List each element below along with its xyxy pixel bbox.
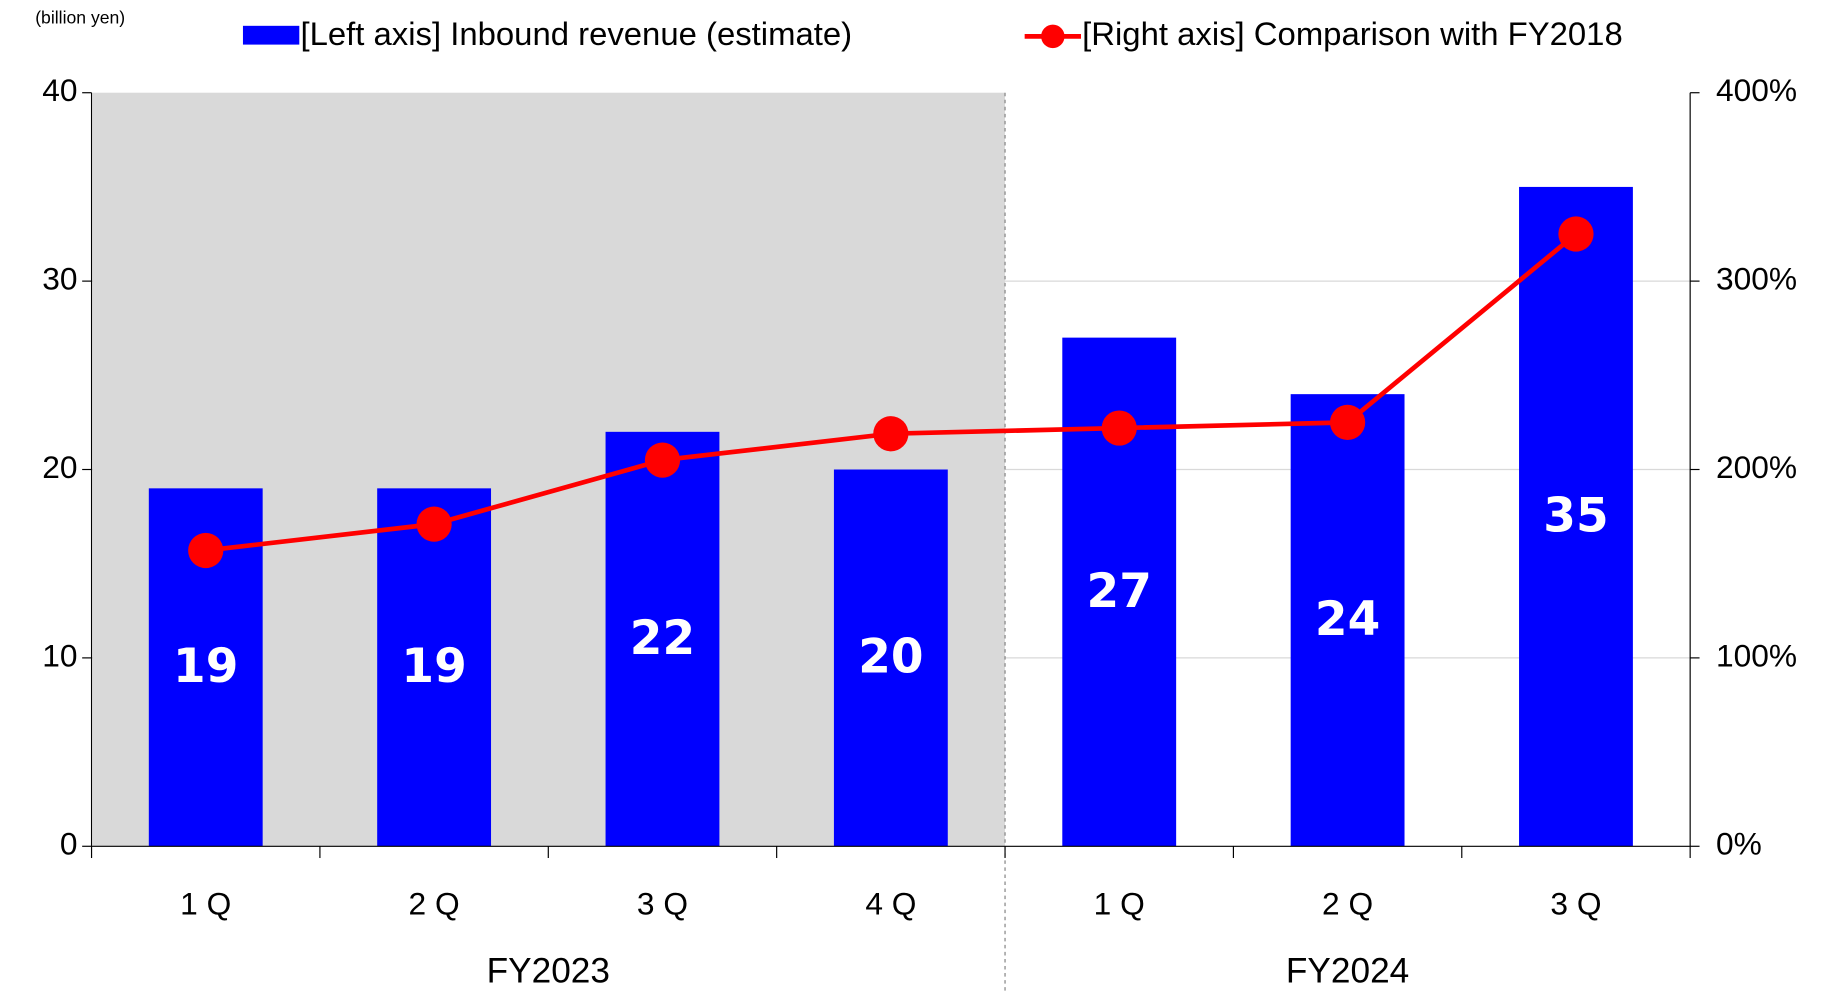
data-label: 22	[630, 611, 695, 666]
group-label: FY2024	[1286, 951, 1409, 990]
line-marker	[1329, 404, 1366, 441]
legend-label: [Right axis] Comparison with FY2018	[1082, 15, 1623, 52]
data-label: 27	[1087, 564, 1152, 619]
y2-tick-label: 300%	[1716, 260, 1797, 296]
y-tick-label: 0	[60, 826, 78, 862]
x-tick-label: 3 Q	[637, 886, 688, 922]
legend-label: [Left axis] Inbound revenue (estimate)	[300, 15, 852, 52]
y2-tick-label: 100%	[1716, 637, 1797, 673]
y2-tick-label: 200%	[1716, 449, 1797, 485]
legend-marker	[1041, 24, 1065, 49]
line-marker	[1558, 216, 1594, 252]
line-marker	[188, 532, 224, 569]
x-tick-label: 2 Q	[409, 886, 460, 922]
data-label: 19	[173, 639, 238, 694]
y-tick-label: 10	[42, 637, 77, 673]
x-tick-label: 1 Q	[180, 886, 231, 922]
y2-tick-label: 400%	[1716, 72, 1797, 108]
bar	[605, 431, 720, 847]
y-tick-label: 40	[42, 72, 77, 108]
bar	[833, 469, 948, 847]
line-marker	[644, 442, 681, 478]
y-tick-label: 30	[42, 260, 77, 296]
data-label: 24	[1315, 592, 1380, 647]
y2-tick-label: 0%	[1716, 826, 1762, 862]
x-tick-label: 4 Q	[865, 886, 916, 922]
x-tick-label: 3 Q	[1550, 886, 1601, 922]
bar	[1290, 394, 1405, 847]
y-tick-label: 20	[42, 449, 77, 485]
unit-label: (billion yen)	[35, 7, 125, 27]
data-label: 35	[1543, 488, 1608, 543]
data-label: 20	[858, 630, 923, 685]
x-tick-label: 2 Q	[1322, 886, 1373, 922]
x-tick-label: 1 Q	[1094, 886, 1145, 922]
legend-swatch	[242, 25, 300, 45]
line-marker	[873, 416, 909, 452]
group-label: FY2023	[487, 951, 610, 990]
data-label: 19	[401, 639, 466, 694]
bar	[377, 488, 492, 847]
line-marker	[1101, 410, 1137, 446]
bar	[1519, 186, 1633, 847]
line-marker	[416, 506, 452, 542]
